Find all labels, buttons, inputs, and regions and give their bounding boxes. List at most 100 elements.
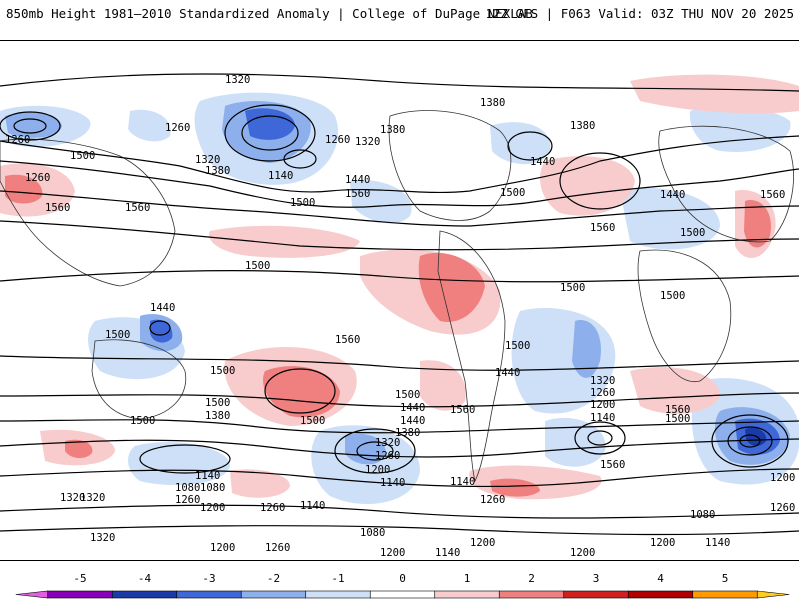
contour-label: 1260 xyxy=(260,502,285,514)
contour-label: 1500 xyxy=(245,260,270,272)
colorbar-tick-label: -4 xyxy=(138,572,152,585)
colorbar-tick-label: -3 xyxy=(202,572,215,585)
colorbar-swatch xyxy=(563,590,629,599)
contour-label: 1260 xyxy=(25,172,50,184)
contour-label: 1560 xyxy=(45,202,70,214)
contour-label: 1320 xyxy=(375,437,400,449)
contour-label: 1200 xyxy=(650,537,675,549)
contour-label: 1500 xyxy=(660,290,685,302)
contour-label: 1380 xyxy=(205,410,230,422)
contour-label: 1080 xyxy=(690,509,715,521)
colorbar-swatch xyxy=(15,590,49,599)
contour-label: 1140 xyxy=(450,476,475,488)
contour-label: 1260 xyxy=(175,494,200,506)
colorbar-tick-label: 0 xyxy=(399,572,406,585)
contour-label: 1560 xyxy=(665,404,690,416)
anomaly-area xyxy=(744,200,771,248)
contour-label: 1500 xyxy=(395,389,420,401)
contour-label: 1500 xyxy=(505,340,530,352)
contour-label: 1500 xyxy=(70,150,95,162)
contour-label: 1320 xyxy=(225,74,250,86)
contour-label: 1500 xyxy=(205,397,230,409)
model-valid-time: 12Z GFS | F063 Valid: 03Z THU NOV 20 202… xyxy=(485,6,794,21)
colorbar-swatch xyxy=(176,590,242,599)
contour-label: 1200 xyxy=(365,464,390,476)
anomaly-area xyxy=(689,105,791,152)
contour-label: 1500 xyxy=(210,365,235,377)
contour-label: 1200 xyxy=(210,542,235,554)
contour-label: 1380 xyxy=(570,120,595,132)
contour-label: 1260 xyxy=(265,542,290,554)
contour-label: 1500 xyxy=(300,415,325,427)
contour-label: 1500 xyxy=(500,187,525,199)
colorbar: -5 -4 -3 -2 -1 0 1 2 3 4 5 xyxy=(0,570,800,600)
contour-label: 1380 xyxy=(480,97,505,109)
contour-label: 1200 xyxy=(590,399,615,411)
header: 850mb Height 1981–2010 Standardized Anom… xyxy=(0,0,800,36)
map-panel[interactable]: 1320 1380 1380 1380 1260 1260 1260 1320 1320 1440… xyxy=(0,40,799,561)
anomaly-area xyxy=(128,442,230,486)
anomaly-area xyxy=(630,367,720,414)
anomaly-shading xyxy=(0,74,799,504)
colorbar-swatch xyxy=(305,590,371,599)
contour-label: 1140 xyxy=(380,477,405,489)
contour-label: 1440 xyxy=(660,189,685,201)
anomaly-area xyxy=(150,319,173,343)
contour-label: 1320 xyxy=(355,136,380,148)
contour-label: 1320 xyxy=(80,492,105,504)
colorbar-swatch xyxy=(47,590,113,599)
height-contours xyxy=(0,73,799,536)
contour-label: 1320 xyxy=(90,532,115,544)
contour-label: 1140 xyxy=(590,412,615,424)
colorbar-swatch xyxy=(240,590,307,599)
contour-label: 1260 xyxy=(770,502,795,514)
colorbar-tick-label: 4 xyxy=(657,572,664,585)
anomaly-area xyxy=(540,156,635,216)
contour-label: 1500 xyxy=(680,227,705,239)
anomaly-area xyxy=(128,109,171,142)
contour-label: 1200 xyxy=(470,537,495,549)
contour-label: 1260 xyxy=(375,450,400,462)
colorbar-swatch xyxy=(434,590,500,599)
colorbar-tick-label: -2 xyxy=(267,572,280,585)
contour-label: 1140 xyxy=(705,537,730,549)
colorbar-tick-label: -1 xyxy=(331,572,344,585)
contour-label: 1500 xyxy=(290,197,315,209)
colorbar-swatch xyxy=(498,590,565,599)
colorbar-swatch xyxy=(369,590,436,599)
colorbar-swatch xyxy=(627,590,694,599)
contour-label: 1440 xyxy=(530,156,555,168)
contour-label: 1560 xyxy=(335,334,360,346)
contour-label: 1440 xyxy=(150,302,175,314)
colorbar-tick-label: 2 xyxy=(528,572,535,585)
map-title: 850mb Height 1981–2010 Standardized Anom… xyxy=(6,6,533,21)
contour-label: 1500 xyxy=(665,413,690,425)
contour-label: 1200 xyxy=(570,547,595,559)
contour-label: 1440 xyxy=(400,415,425,427)
coastlines xyxy=(0,110,794,483)
contour-label: 1500 xyxy=(560,282,585,294)
anomaly-area xyxy=(420,360,466,411)
colorbar-tick-label: 5 xyxy=(722,572,729,585)
contour-label: 1140 xyxy=(268,170,293,182)
colorbar-tick-label: 3 xyxy=(593,572,600,585)
contour-label: 1560 xyxy=(600,459,625,471)
colorbar-swatch xyxy=(756,590,790,599)
colorbar-swatch xyxy=(692,590,758,599)
contour-label: 1140 xyxy=(435,547,460,559)
contour-label: 1320 xyxy=(195,154,220,166)
anomaly-area xyxy=(65,439,93,459)
anomaly-area xyxy=(245,108,295,140)
anomaly-area xyxy=(418,252,485,322)
contour-label: 1320 xyxy=(590,375,615,387)
contour-label: 1440 xyxy=(495,367,520,379)
contour-label: 1380 xyxy=(395,427,420,439)
contour-label: 1440 xyxy=(400,402,425,414)
colorbar-svg: -5 -4 -3 -2 -1 0 1 2 3 4 5 xyxy=(15,572,790,599)
anomaly-area xyxy=(209,225,360,258)
contour-label: 1200 xyxy=(200,502,225,514)
colorbar-tick-label: -5 xyxy=(73,572,86,585)
anomaly-area xyxy=(745,427,767,447)
